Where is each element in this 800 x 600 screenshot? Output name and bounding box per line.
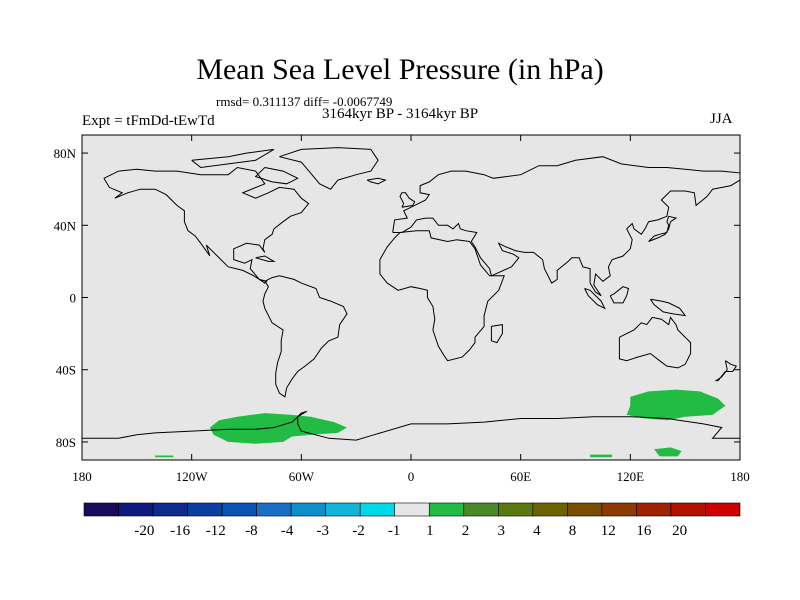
colorbar-label: -12 xyxy=(206,523,226,539)
colorbar-swatch xyxy=(463,502,499,517)
lon-tick-label: 120W xyxy=(176,469,209,484)
colorbar-label: -20 xyxy=(134,523,154,539)
colorbar-label: 3 xyxy=(497,523,505,539)
colorbar-swatch xyxy=(394,502,430,517)
lat-tick-label: 80N xyxy=(54,146,77,161)
anomaly-region-4 xyxy=(155,455,174,458)
colorbar: -20 -16 -12 -8 -4 -3 -2 -1 1 2 3 4 8 12 16 20 xyxy=(83,502,741,539)
colorbar-label: -4 xyxy=(281,523,294,539)
colorbar-swatch xyxy=(221,502,257,517)
coastline-north-america xyxy=(103,166,310,284)
lon-tick-label: 0 xyxy=(408,469,415,484)
coastline-australia xyxy=(618,316,692,369)
colorbar-swatch xyxy=(187,502,223,517)
colorbar-swatch xyxy=(83,502,119,517)
period-label: 3164kyr BP - 3164kyr BP xyxy=(322,106,479,122)
colorbar-swatch xyxy=(152,502,188,517)
colorbar-swatch xyxy=(290,502,326,517)
coastline-greenland xyxy=(279,147,379,190)
coastline-south-america xyxy=(262,275,348,398)
colorbar-label: -8 xyxy=(245,523,258,539)
latitude-axis: 80N 40N 0 40S 80S xyxy=(54,146,740,450)
colorbar-label: -16 xyxy=(170,523,190,539)
coastline-iceland xyxy=(366,177,387,185)
coastline-uk xyxy=(399,192,416,208)
colorbar-swatch xyxy=(359,502,396,517)
colorbar-swatch xyxy=(705,502,741,517)
lat-tick-label: 0 xyxy=(70,291,77,306)
anomaly-region-3 xyxy=(590,454,613,458)
colorbar-swatch xyxy=(498,502,534,517)
coastline-layer xyxy=(82,147,741,441)
colorbar-swatch xyxy=(325,502,361,517)
coastline-baffin xyxy=(254,167,299,185)
coastline-eurasia xyxy=(392,156,741,297)
colorbar-swatch xyxy=(636,502,672,517)
colorbar-label: 16 xyxy=(636,523,652,539)
lon-tick-label: 60E xyxy=(510,469,531,484)
coastline-new-zealand xyxy=(714,360,738,382)
stats-label: rmsd= 0.311137 diff= -0.0067749 xyxy=(216,94,393,109)
anomaly-region-2 xyxy=(654,447,682,457)
colorbar-swatch xyxy=(670,502,706,517)
colorbar-label: 1 xyxy=(426,523,434,539)
colorbar-label: -2 xyxy=(352,523,365,539)
anomaly-region-1 xyxy=(626,389,726,421)
lat-tick-label: 80S xyxy=(56,435,76,450)
coastline-cuba xyxy=(255,255,276,262)
lon-tick-label: 180 xyxy=(730,469,750,484)
colorbar-label: 12 xyxy=(601,523,616,539)
colorbar-swatch xyxy=(532,502,568,517)
coastline-madagascar xyxy=(490,324,503,344)
colorbar-swatch xyxy=(118,502,154,517)
colorbar-label: -3 xyxy=(317,523,330,539)
experiment-label: Expt = tFmDd-tEwTd xyxy=(82,113,215,129)
map-title: Mean Sea Level Pressure (in hPa) xyxy=(196,53,604,86)
colorbar-label: 8 xyxy=(569,523,577,539)
coastline-new-guinea xyxy=(649,298,687,317)
lat-tick-label: 40S xyxy=(56,363,76,378)
colorbar-label: -1 xyxy=(388,523,401,539)
colorbar-swatch xyxy=(601,502,637,517)
colorbar-label: 2 xyxy=(462,523,470,539)
coastline-arctic-islands xyxy=(191,148,275,169)
lon-tick-label: 120E xyxy=(617,469,645,484)
coastline-africa xyxy=(379,230,505,362)
colorbar-swatch xyxy=(567,502,603,517)
lon-tick-label: 60W xyxy=(289,469,315,484)
anomaly-layer xyxy=(155,389,726,458)
lon-tick-label: 180 xyxy=(72,469,92,484)
coastline-sumatra xyxy=(584,288,606,310)
coastline-japan xyxy=(648,215,678,242)
colorbar-swatch xyxy=(428,502,465,517)
colorbar-label: 4 xyxy=(533,523,541,539)
longitude-axis: 180 120W 60W 0 60E 120E 180 xyxy=(72,135,750,484)
lat-tick-label: 40N xyxy=(54,218,77,233)
colorbar-label: 20 xyxy=(672,523,687,539)
season-label: JJA xyxy=(710,111,733,127)
colorbar-swatch xyxy=(256,502,292,517)
coastline-borneo xyxy=(609,286,630,304)
coastline-antarctica xyxy=(82,410,740,441)
anomaly-region-0 xyxy=(209,413,347,444)
